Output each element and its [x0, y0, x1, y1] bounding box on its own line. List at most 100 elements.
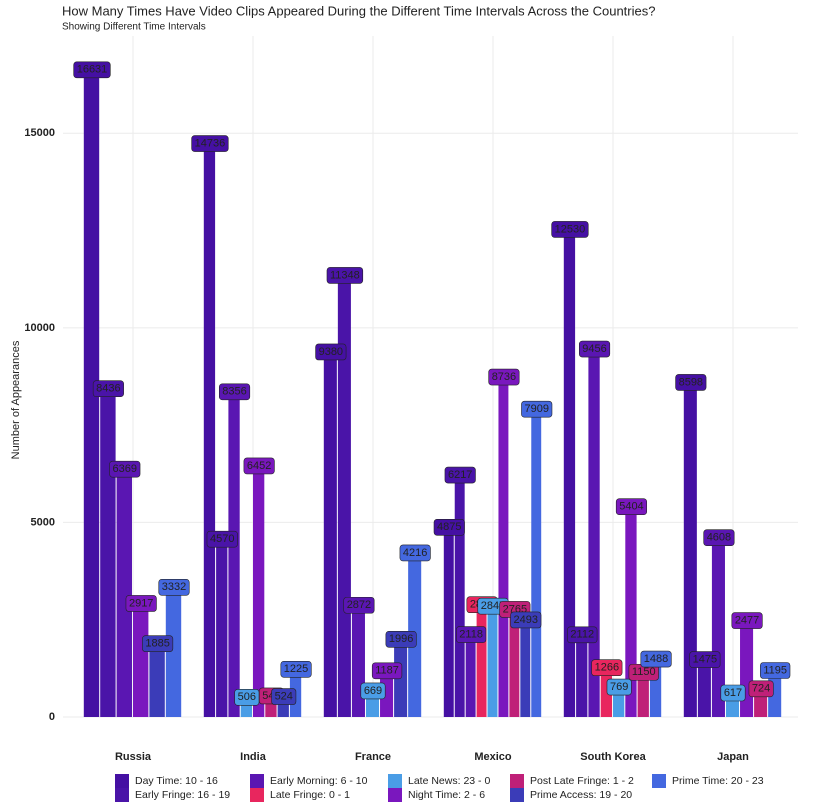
legend-swatch	[115, 788, 129, 802]
legend-swatch	[388, 788, 402, 802]
y-tick-label: 0	[49, 711, 55, 723]
x-tick-label: Russia	[115, 751, 152, 763]
chart-subtitle: Showing Different Time Intervals	[62, 22, 206, 33]
value-label-box	[579, 340, 611, 358]
value-label-box	[433, 518, 465, 536]
x-tick-label: Japan	[717, 751, 749, 763]
value-label-box	[243, 457, 275, 475]
value-label-text: 16631	[77, 64, 108, 76]
value-label-box	[615, 498, 647, 516]
value-label-text: 1225	[284, 663, 308, 675]
bar	[487, 606, 498, 717]
bar	[465, 634, 476, 717]
value-label-box	[280, 661, 312, 678]
value-label-box	[521, 400, 553, 418]
value-label-text: 1150	[632, 666, 656, 678]
legend-label: Early Morning: 6 - 10	[270, 775, 368, 787]
bar	[323, 351, 337, 717]
value-label-text: 2917	[129, 597, 153, 609]
value-label-box	[760, 662, 791, 679]
bar	[83, 69, 100, 717]
bar	[203, 143, 216, 717]
bar	[116, 469, 132, 717]
value-label-text: 6369	[113, 463, 137, 475]
value-label-text: 11348	[330, 269, 360, 281]
value-label-box	[125, 595, 157, 612]
value-label-text: 1488	[644, 653, 668, 665]
legend-swatch	[652, 774, 666, 788]
value-label-box	[206, 530, 238, 548]
value-label: 2493	[510, 611, 542, 629]
legend-label: Prime Access: 19 - 20	[530, 789, 632, 801]
value-label-text: 1266	[595, 662, 619, 674]
bar	[149, 643, 165, 717]
value-label: 9380	[315, 343, 347, 361]
value-label: 8598	[675, 374, 707, 391]
value-label-text: 506	[238, 691, 256, 703]
value-label-text: 12530	[555, 223, 586, 235]
value-label: 4570	[206, 530, 238, 548]
value-label-box	[371, 662, 403, 680]
value-label-box	[488, 368, 520, 386]
value-label-box	[158, 579, 190, 596]
bar	[576, 634, 588, 717]
value-label: 2118	[456, 626, 487, 643]
value-label-text: 2118	[459, 628, 483, 640]
value-label: 669	[360, 682, 386, 700]
value-label-box	[720, 684, 746, 702]
value-label-text: 14736	[195, 137, 226, 149]
bar	[711, 537, 725, 717]
value-label-box	[92, 380, 124, 398]
bar	[600, 667, 612, 717]
value-label-text: 1885	[145, 638, 169, 650]
bar	[697, 659, 711, 717]
bar	[277, 696, 289, 717]
value-label: 3332	[158, 579, 190, 596]
value-label-box	[748, 680, 774, 698]
value-label-text: 3332	[162, 581, 186, 593]
value-label: 6369	[109, 460, 141, 478]
value-label-box	[326, 267, 364, 284]
value-label-box	[456, 626, 487, 643]
bar	[637, 672, 649, 717]
value-label: 1225	[280, 661, 312, 678]
value-label-text: 4608	[707, 532, 731, 544]
value-label: 4875	[433, 518, 465, 536]
value-label: 1996	[385, 631, 417, 648]
value-label-box	[191, 135, 229, 152]
value-label: 8356	[219, 383, 251, 401]
value-label-text: 2112	[570, 629, 594, 641]
value-label-text: 617	[724, 687, 742, 699]
bar	[337, 275, 351, 717]
y-axis-label: Number of Appearances	[10, 340, 22, 459]
value-label-box	[142, 635, 174, 652]
value-label-box	[606, 678, 632, 696]
legend-label: Early Fringe: 16 - 19	[135, 789, 230, 801]
value-label: 4608	[703, 529, 735, 546]
value-label-text: 9456	[582, 343, 606, 355]
value-label-text: 6452	[247, 460, 271, 472]
value-label: 1475	[689, 651, 721, 668]
value-label-text: 724	[752, 683, 770, 695]
bar	[240, 697, 252, 717]
value-label: 724	[748, 680, 774, 698]
bar	[443, 527, 454, 717]
value-label-text: 8436	[96, 383, 120, 395]
value-label: 6452	[243, 457, 275, 475]
value-label-box	[591, 659, 623, 677]
value-label-text: 2477	[735, 615, 759, 627]
value-label: 4216	[399, 544, 431, 562]
value-label-box	[640, 650, 672, 668]
value-label: 5404	[615, 498, 647, 516]
value-label: 9456	[579, 340, 611, 358]
value-label-box	[510, 611, 542, 629]
value-label-text: 2847	[481, 600, 505, 612]
value-label-text: 669	[364, 685, 382, 697]
value-label-box	[73, 61, 111, 79]
value-label-box	[551, 221, 589, 238]
legend-label: Post Late Fringe: 1 - 2	[530, 775, 634, 787]
value-label-box	[689, 651, 721, 668]
value-label-box	[219, 383, 251, 401]
bar	[498, 377, 509, 717]
value-label-box	[675, 374, 707, 391]
